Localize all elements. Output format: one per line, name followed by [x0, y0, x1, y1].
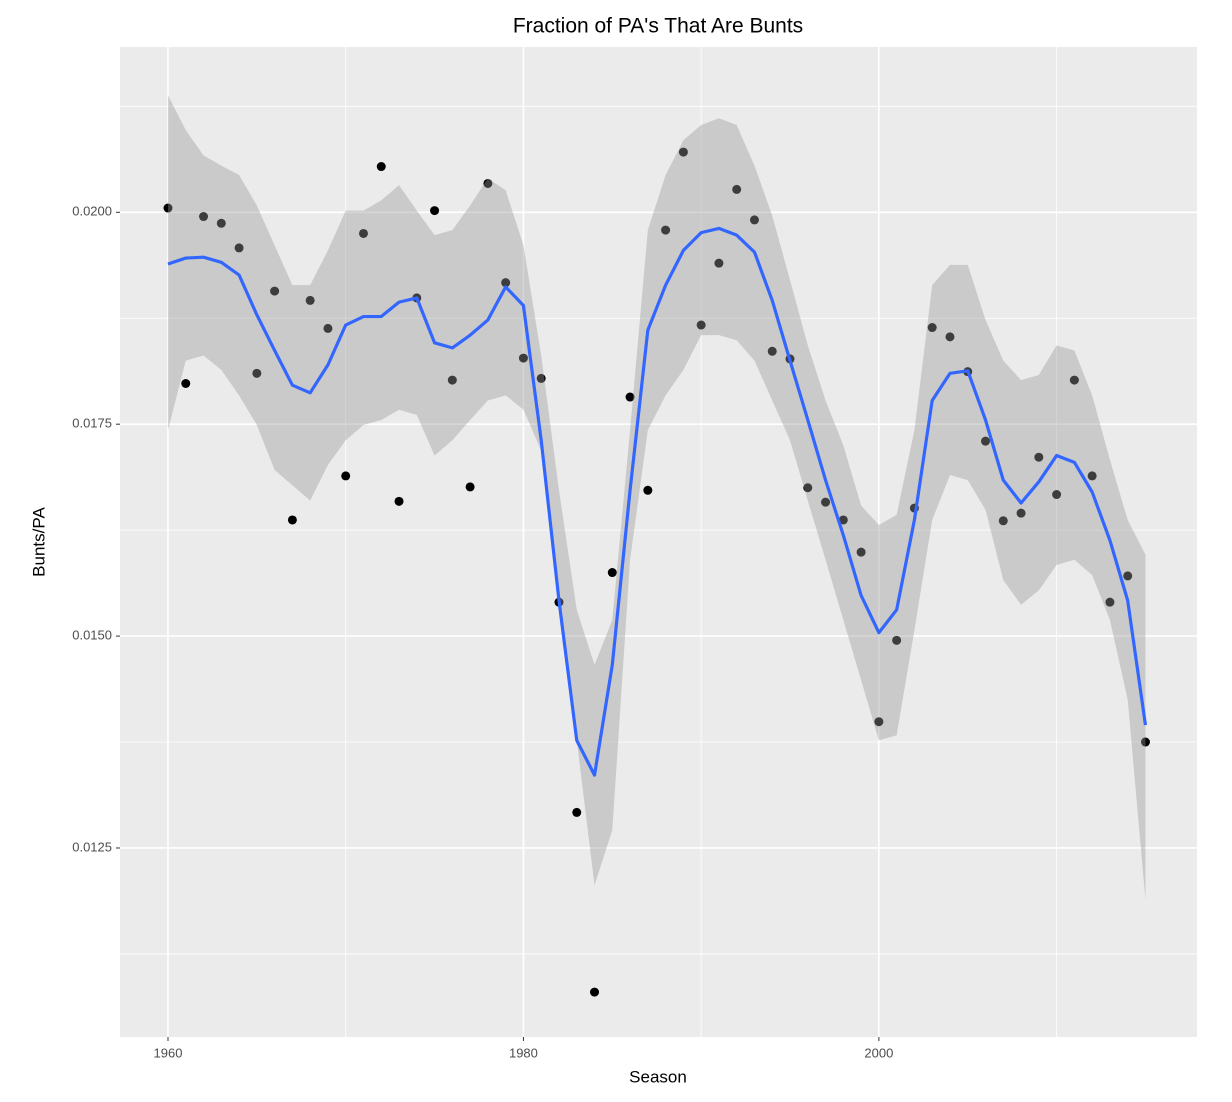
- point: [945, 332, 955, 342]
- point: [821, 497, 831, 507]
- point: [892, 635, 902, 645]
- point: [767, 346, 777, 356]
- point: [874, 717, 884, 727]
- point: [270, 286, 280, 296]
- point: [625, 392, 635, 402]
- point: [590, 987, 600, 997]
- point: [661, 225, 671, 235]
- point: [856, 547, 866, 557]
- point: [358, 228, 368, 238]
- confidence-band: [167, 95, 1146, 900]
- smooth-line: [167, 226, 1148, 777]
- point: [394, 496, 404, 506]
- grid: [120, 47, 1197, 1037]
- y-tick-label: 0.0150: [72, 628, 112, 643]
- point: [536, 373, 546, 383]
- x-tick-label: 1980: [509, 1045, 538, 1060]
- point: [234, 243, 244, 253]
- y-tick-label: 0.0200: [72, 204, 112, 219]
- point: [927, 323, 937, 333]
- point: [181, 378, 191, 388]
- point: [518, 353, 528, 363]
- point: [501, 278, 511, 288]
- point: [572, 807, 582, 817]
- point: [163, 203, 173, 213]
- point: [696, 320, 706, 330]
- point: [447, 375, 457, 385]
- point: [430, 206, 440, 216]
- point: [483, 178, 493, 188]
- point: [1105, 597, 1115, 607]
- point: [838, 515, 848, 525]
- point: [465, 482, 475, 492]
- point: [1052, 490, 1062, 500]
- point: [714, 258, 724, 268]
- point: [732, 184, 742, 194]
- point: [678, 147, 688, 157]
- point: [287, 515, 297, 525]
- x-axis-label: Season: [629, 1067, 687, 1086]
- point: [1140, 737, 1150, 747]
- marks: [163, 95, 1150, 997]
- point: [1123, 571, 1133, 581]
- chart-title: Fraction of PA's That Are Bunts: [513, 15, 803, 38]
- y-tick-label: 0.0125: [72, 839, 112, 854]
- point: [216, 218, 226, 228]
- point: [607, 568, 617, 578]
- point: [1034, 452, 1044, 462]
- point: [643, 485, 653, 495]
- point: [803, 483, 813, 493]
- y-axis-label: Bunts/PA: [29, 507, 48, 577]
- point: [749, 215, 759, 225]
- point: [199, 212, 209, 222]
- point: [1087, 471, 1097, 481]
- x-tick-label: 1960: [154, 1045, 183, 1060]
- point: [323, 323, 333, 333]
- point: [305, 295, 315, 305]
- point: [1016, 508, 1026, 518]
- point: [981, 436, 991, 446]
- y-tick-label: 0.0175: [72, 416, 112, 431]
- point: [341, 471, 351, 481]
- point: [1069, 375, 1079, 385]
- point: [998, 516, 1008, 526]
- point: [252, 368, 262, 378]
- point: [376, 162, 386, 172]
- x-tick-label: 2000: [864, 1045, 893, 1060]
